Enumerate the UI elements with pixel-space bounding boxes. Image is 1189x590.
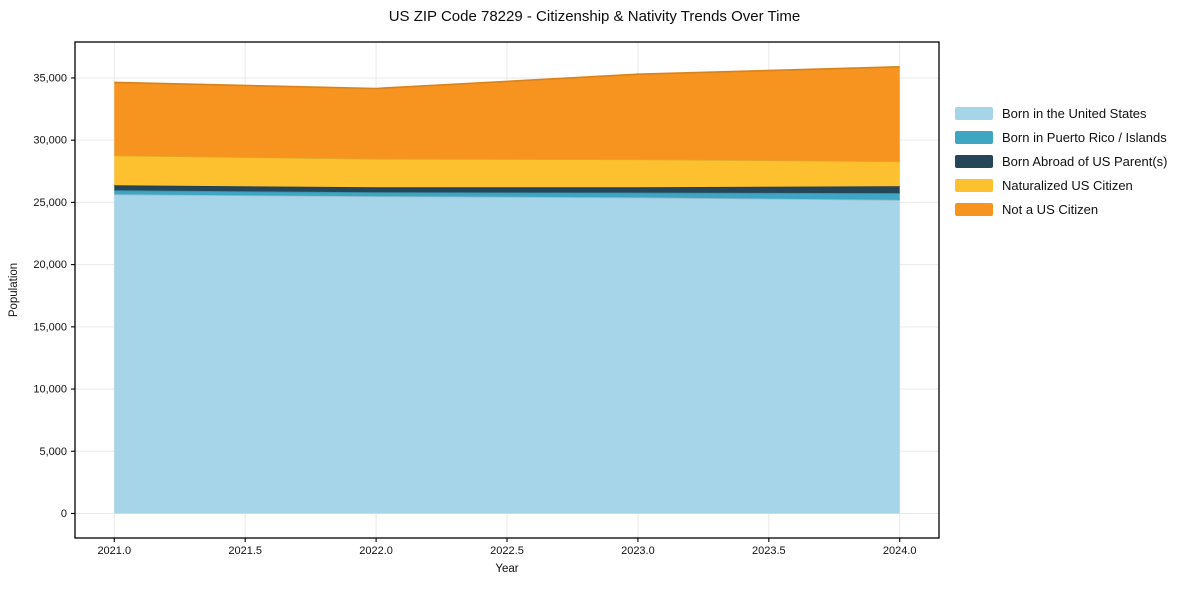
area-series-edge [114, 193, 900, 201]
x-axis-label: Year [495, 563, 518, 575]
legend-swatch [955, 178, 993, 192]
area-series [114, 66, 900, 162]
y-tick-label: 25,000 [33, 197, 67, 209]
legend-label: Born in Puerto Rico / Islands [1002, 129, 1167, 145]
x-tick-label: 2024.0 [883, 545, 917, 557]
area-series-edge [114, 66, 900, 90]
y-axis-label: Population [8, 263, 20, 317]
legend-swatch [955, 202, 993, 216]
x-tick-label: 2023.0 [621, 545, 655, 557]
x-tick-label: 2023.5 [752, 545, 786, 557]
legend: Born in the United States Born in Puerto … [955, 101, 1167, 221]
area-series [114, 194, 900, 514]
legend-item: Born Abroad of US Parent(s) [955, 149, 1167, 173]
stacked-areas [114, 66, 900, 514]
y-tick-label: 35,000 [33, 72, 67, 84]
y-tick-label: 20,000 [33, 259, 67, 271]
y-tick-label: 5,000 [39, 446, 67, 458]
legend-label: Born in the United States [1002, 105, 1147, 121]
legend-label: Not a US Citizen [1002, 201, 1099, 217]
x-tick-label: 2021.0 [97, 545, 131, 557]
legend-label: Naturalized US Citizen [1002, 177, 1133, 193]
axes: 2021.0 2021.5 2022.0 2022.5 2023.0 2023.5 2024… [33, 72, 916, 557]
legend-item: Born in Puerto Rico / Islands [955, 125, 1167, 149]
y-tick-label: 10,000 [33, 384, 67, 396]
y-tick-label: 15,000 [33, 321, 67, 333]
legend-swatch [955, 154, 993, 168]
legend-swatch [955, 130, 993, 144]
y-tick-label: 30,000 [33, 135, 67, 147]
legend-item: Born in the United States [955, 101, 1167, 125]
y-tick-label: 0 [61, 508, 67, 520]
legend-item: Not a US Citizen [955, 197, 1167, 221]
legend-swatch [955, 106, 993, 120]
area-series [114, 155, 900, 188]
x-tick-label: 2022.0 [359, 545, 393, 557]
x-tick-label: 2022.5 [490, 545, 524, 557]
chart-title: US ZIP Code 78229 - Citizenship & Nativi… [388, 8, 801, 25]
x-tick-label: 2021.5 [228, 545, 262, 557]
area-series-edge [114, 154, 900, 163]
legend-label: Born Abroad of US Parent(s) [1002, 153, 1168, 169]
legend-item: Naturalized US Citizen [955, 173, 1167, 197]
area-series [114, 190, 900, 200]
